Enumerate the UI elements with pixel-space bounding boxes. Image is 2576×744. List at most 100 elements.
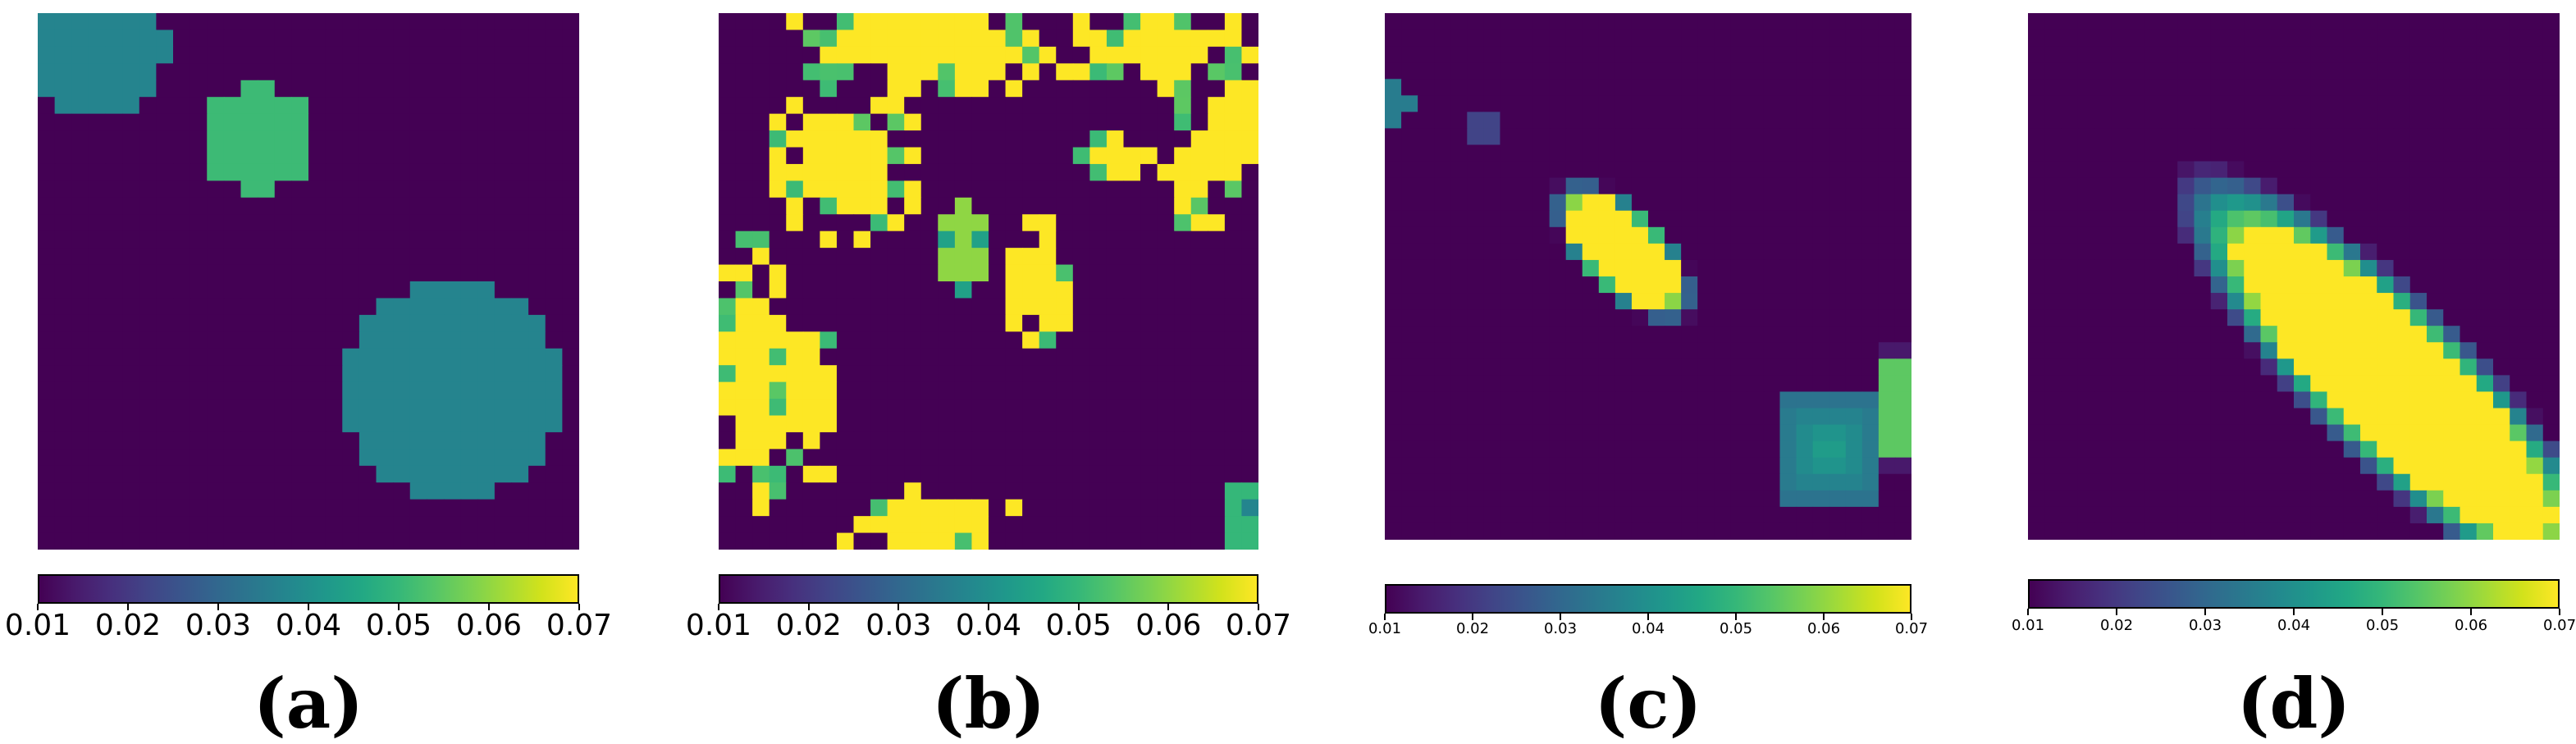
heatmap-cell [477, 214, 496, 232]
heatmap-cell [2510, 523, 2528, 540]
heatmap-cell [1241, 80, 1258, 98]
heatmap-cell [156, 331, 174, 349]
heatmap-cell [494, 97, 513, 115]
heatmap-cell [2061, 13, 2079, 30]
heatmap-cell [122, 264, 140, 282]
heatmap-cell [735, 415, 753, 433]
heatmap-cell [54, 431, 72, 450]
colorbar-tick [807, 604, 810, 610]
heatmap-cell [2427, 375, 2444, 393]
heatmap-cell [427, 30, 445, 48]
heatmap-cell [2161, 358, 2178, 376]
heatmap-cell [1401, 243, 1418, 261]
heatmap-cell [173, 30, 191, 48]
heatmap-cell [1401, 440, 1418, 459]
heatmap-cell [2277, 342, 2295, 359]
heatmap-cell [2294, 276, 2311, 294]
colorbar-tick-label: 0.04 [2277, 617, 2311, 634]
colorbar-tick [2204, 609, 2206, 615]
heatmap-cell [2443, 79, 2461, 96]
heatmap-cell [291, 248, 309, 266]
heatmap-cell [1532, 210, 1551, 228]
heatmap-cell [223, 465, 242, 483]
heatmap-cell [2310, 259, 2328, 277]
heatmap-cell [258, 348, 276, 366]
heatmap-cell [308, 80, 327, 98]
heatmap-cell [173, 482, 191, 500]
heatmap-cell [511, 147, 529, 165]
heatmap-cell [1174, 415, 1192, 433]
heatmap-cell [769, 13, 787, 31]
heatmap-cell [887, 482, 905, 500]
heatmap-cell [920, 348, 939, 366]
heatmap-cell [1434, 259, 1451, 277]
heatmap-cell [240, 30, 258, 48]
heatmap-cell [2327, 358, 2345, 376]
heatmap-cell [1174, 532, 1192, 550]
heatmap-cell [2161, 408, 2178, 426]
heatmap-cell [989, 516, 1007, 534]
heatmap-cell [1022, 348, 1040, 366]
heatmap-cell [2427, 440, 2444, 459]
heatmap-cell [1549, 506, 1567, 524]
heatmap-cell [528, 314, 546, 332]
heatmap-cell [2427, 112, 2444, 130]
heatmap-cell [1796, 457, 1814, 475]
heatmap-cell [752, 30, 770, 48]
heatmap-cell [2227, 177, 2245, 195]
heatmap-cell [1549, 490, 1567, 508]
heatmap-cell [444, 465, 462, 483]
heatmap-cell [342, 63, 360, 81]
heatmap-cell [1106, 163, 1125, 181]
heatmap-cell [2260, 326, 2278, 343]
heatmap-cell [1140, 314, 1158, 332]
heatmap-cell [1845, 95, 1863, 112]
heatmap-cell [2144, 473, 2162, 491]
heatmap-cell [1157, 264, 1175, 282]
heatmap-cell [786, 163, 804, 181]
heatmap-cell [735, 314, 753, 332]
heatmap-cell [88, 415, 107, 433]
heatmap-cell [1500, 226, 1518, 244]
colorbar-tick [897, 604, 900, 610]
heatmap-cell [2427, 13, 2444, 30]
heatmap-cell [971, 97, 989, 115]
heatmap-cell [1730, 375, 1747, 393]
heatmap-cell [1434, 276, 1451, 294]
heatmap-cell [1056, 13, 1074, 31]
heatmap-cell [802, 348, 820, 366]
heatmap-cell [376, 415, 394, 433]
heatmap-cell [1615, 210, 1633, 228]
heatmap-cell [2294, 408, 2311, 426]
heatmap-cell [1140, 180, 1158, 199]
heatmap-cell [511, 516, 529, 534]
heatmap-cell [393, 482, 411, 500]
heatmap-cell [1796, 226, 1814, 244]
heatmap-cell [1418, 79, 1435, 96]
colorbar-tick-label: 0.03 [1543, 620, 1578, 637]
heatmap-cell [1039, 113, 1057, 131]
heatmap-cell [853, 214, 871, 232]
heatmap-cell [2427, 210, 2444, 228]
heatmap-cell [258, 532, 276, 550]
heatmap-cell [38, 264, 56, 282]
heatmap-cell [427, 264, 445, 282]
heatmap-cell [1224, 415, 1243, 433]
heatmap-cell [752, 147, 770, 165]
heatmap-cell [240, 231, 258, 249]
heatmap-cell [477, 197, 496, 215]
heatmap-cell [444, 30, 462, 48]
heatmap-cell [2476, 62, 2494, 80]
heatmap-cell [1434, 144, 1451, 162]
heatmap-cell [342, 130, 360, 148]
heatmap-cell [2077, 259, 2095, 277]
heatmap-cell [1796, 161, 1814, 179]
heatmap-cell [853, 13, 871, 31]
heatmap-panel [38, 13, 579, 550]
heatmap-cell [752, 482, 770, 500]
heatmap-cell [1779, 194, 1797, 212]
heatmap-cell [2227, 128, 2245, 146]
heatmap-cell [409, 197, 427, 215]
heatmap-cell [954, 348, 973, 366]
heatmap-cell [954, 482, 973, 500]
